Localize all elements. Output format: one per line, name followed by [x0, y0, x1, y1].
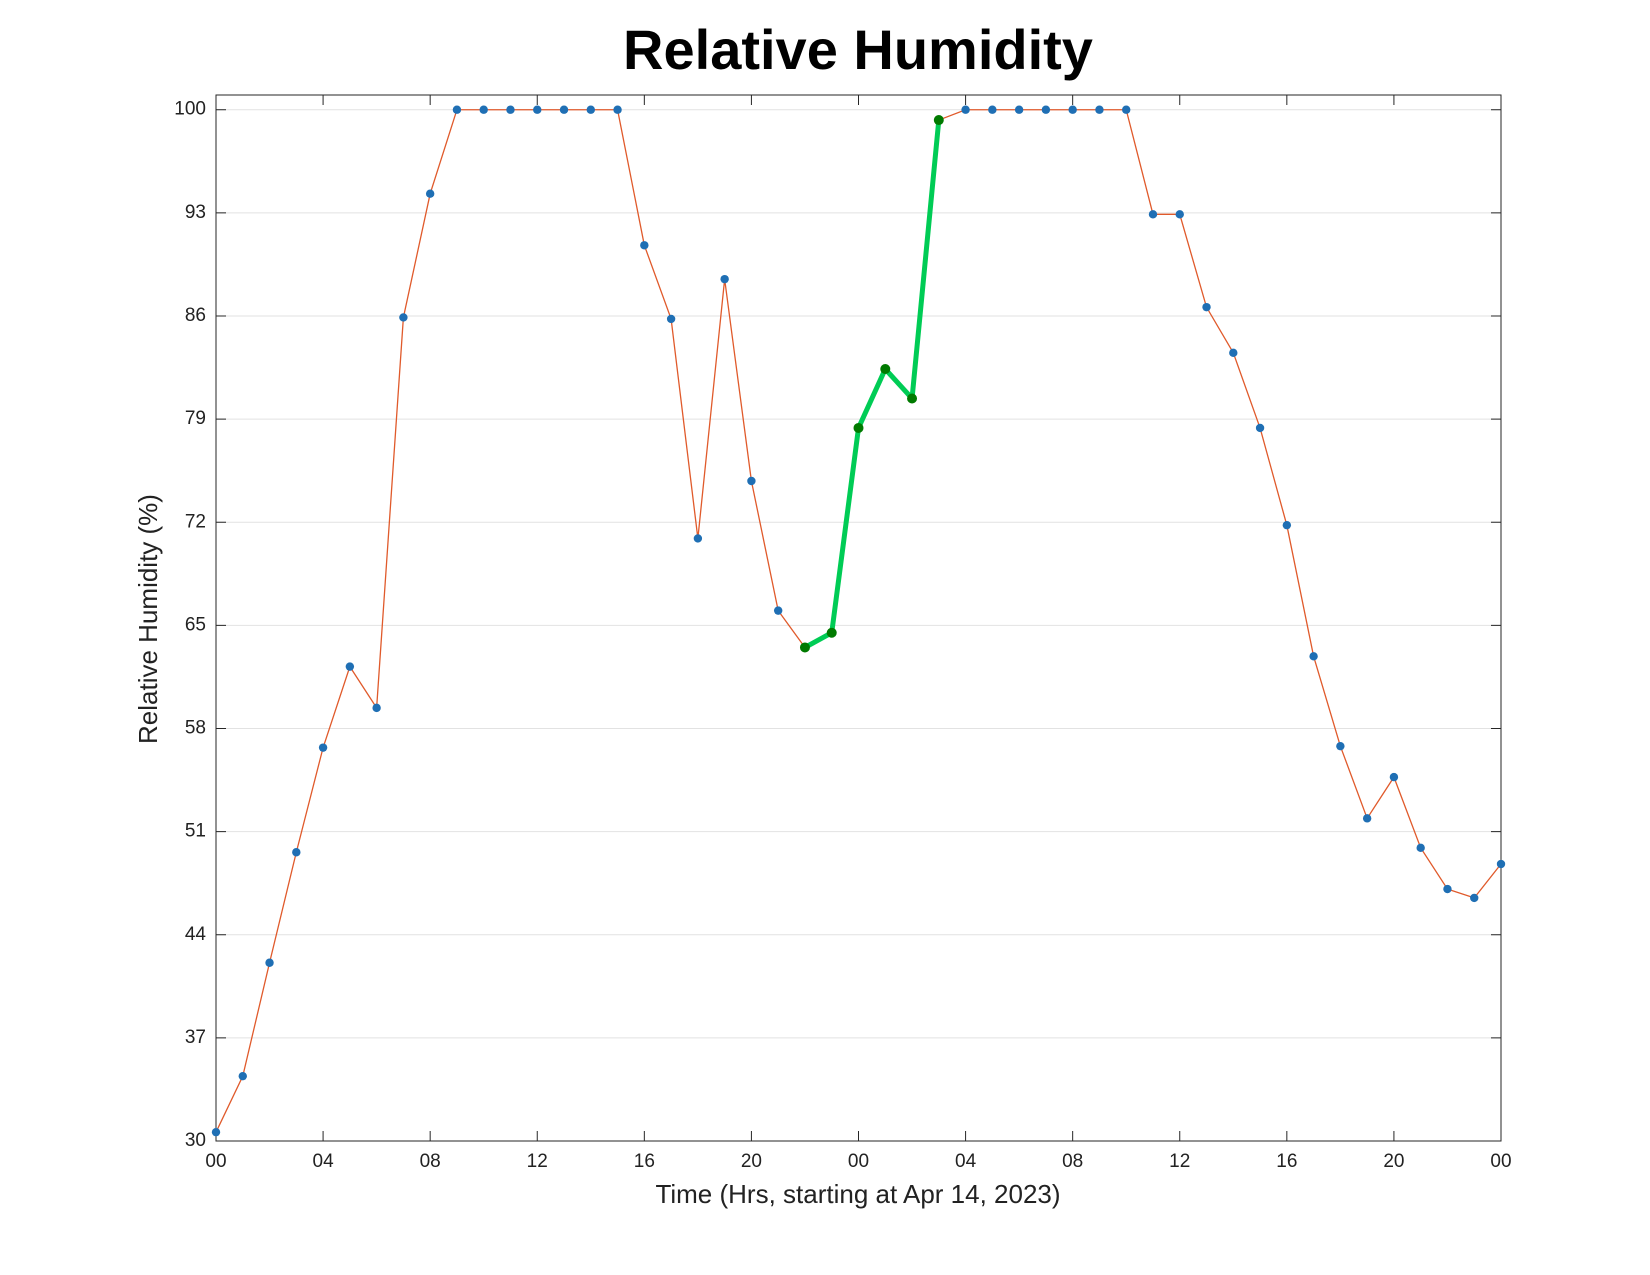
data-point [988, 105, 997, 114]
data-line [215, 109, 1502, 1133]
data-point [292, 848, 301, 857]
x-tick-label: 00 [848, 1151, 869, 1172]
x-tick-label: 00 [205, 1151, 226, 1172]
data-point [773, 606, 783, 615]
x-tick-label: 12 [1169, 1151, 1190, 1172]
chart-title: Relative Humidity [623, 18, 1093, 81]
data-point [1496, 859, 1506, 869]
data-point [265, 958, 274, 967]
data-point [479, 105, 488, 114]
data-point [372, 703, 381, 713]
y-axis-label: Relative Humidity (%) [133, 494, 163, 744]
data-point [853, 422, 864, 433]
y-tick-label: 86 [185, 305, 206, 326]
data-point [1470, 893, 1479, 903]
x-tick-label: 20 [1383, 1151, 1404, 1172]
data-point [238, 1071, 247, 1081]
highlight-line [803, 119, 942, 650]
data-point [1041, 105, 1051, 114]
data-point [1095, 105, 1104, 114]
data-point [1175, 210, 1184, 219]
data-point [533, 105, 542, 114]
x-tick-label: 16 [1276, 1151, 1297, 1172]
data-point [452, 105, 462, 114]
data-point [1122, 105, 1131, 114]
data-point [826, 627, 837, 638]
data-point [425, 189, 435, 198]
data-point [1416, 843, 1425, 853]
x-tick-label: 00 [1490, 1151, 1511, 1172]
data-point [1229, 348, 1238, 358]
x-axis-label: Time (Hrs, starting at Apr 14, 2023) [655, 1179, 1060, 1209]
data-point [693, 534, 703, 543]
x-tick-label: 04 [313, 1151, 335, 1172]
data-point [747, 476, 756, 486]
x-tick-label: 12 [527, 1151, 548, 1172]
y-tick-label: 51 [185, 821, 206, 842]
data-point [907, 393, 918, 404]
data-point [1336, 741, 1345, 751]
y-tick-label: 79 [185, 408, 206, 429]
data-point [345, 662, 355, 671]
y-tick-label: 93 [185, 202, 206, 223]
data-point [613, 105, 622, 114]
data-point [1255, 423, 1265, 433]
data-point [933, 115, 944, 126]
data-point [1443, 884, 1452, 894]
data-point [399, 313, 408, 322]
y-tick-label: 58 [185, 718, 206, 739]
y-tick-label: 37 [185, 1027, 206, 1048]
data-point [1282, 520, 1292, 530]
data-point [1389, 772, 1399, 782]
data-point [1068, 105, 1077, 114]
y-tick-label: 65 [185, 614, 206, 635]
data-point [506, 105, 515, 114]
data-point [799, 642, 810, 653]
data-point [211, 1127, 221, 1137]
data-point [1309, 652, 1318, 661]
data-point [1362, 814, 1372, 823]
data-point [1202, 302, 1211, 312]
x-tick-label: 16 [634, 1151, 655, 1172]
data-point [1014, 105, 1024, 114]
data-point [318, 743, 328, 752]
data-point [961, 105, 970, 114]
y-tick-label: 72 [185, 511, 206, 532]
data-point [1148, 210, 1158, 219]
data-point [720, 274, 729, 284]
x-tick-label: 20 [741, 1151, 762, 1172]
plot-frame [215, 94, 1502, 1142]
y-tick-label: 44 [185, 924, 207, 945]
x-tick-label: 08 [420, 1151, 441, 1172]
data-point [880, 364, 891, 375]
data-point [640, 241, 649, 250]
x-tick-label: 08 [1062, 1151, 1083, 1172]
data-point [666, 314, 676, 324]
y-tick-label: 30 [185, 1130, 206, 1151]
data-point [586, 105, 595, 114]
data-point [559, 105, 569, 114]
x-tick-label: 04 [955, 1151, 977, 1172]
y-tick-label: 100 [174, 99, 206, 120]
